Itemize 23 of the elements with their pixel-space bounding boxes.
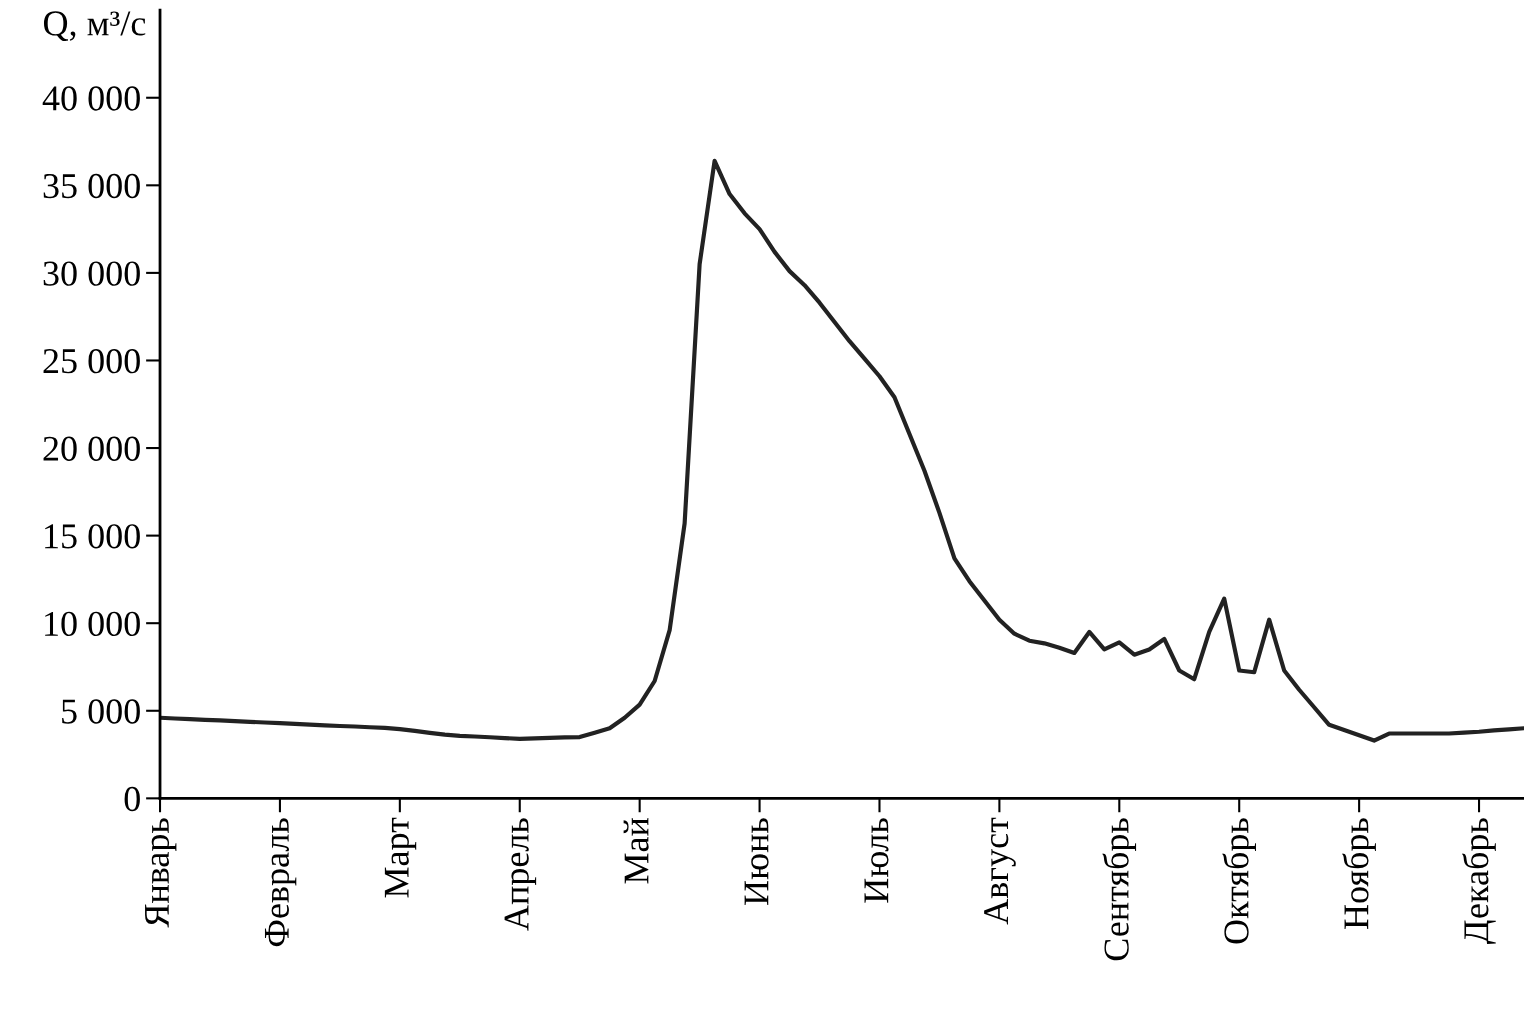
y-tick-label: 30 000 (43, 261, 140, 286)
y-tick-label: 10 000 (45, 611, 140, 637)
x-tick-label: Ноябрь (1342, 818, 1376, 930)
x-tick-label: Апрель (504, 818, 537, 931)
y-tick-label: 35 000 (43, 173, 140, 199)
x-tick-label: Июль (864, 818, 889, 903)
x-tick-label: Февраль (264, 818, 297, 947)
x-tick-label: Сентябрь (1102, 818, 1137, 961)
y-axis-title: Q, м³/с (43, 11, 146, 42)
y-tick-label: 15 000 (45, 524, 140, 549)
x-tick-label: Январь (145, 818, 177, 928)
x-tick-label: Октябрь (1222, 818, 1256, 944)
line-series (160, 158, 1524, 743)
x-tick-label: Июнь (744, 818, 769, 905)
y-tick-label: 5 000 (62, 699, 140, 724)
y-tick-label: 0 (124, 786, 140, 812)
x-tick-label: Май (623, 817, 649, 884)
y-tick-label: 25 000 (43, 348, 140, 374)
y-tick-label: 40 000 (42, 86, 140, 111)
y-tick-label: 20 000 (43, 436, 140, 461)
x-tick-label: Март (384, 817, 417, 898)
x-tick-label: Декабрь (1462, 818, 1496, 944)
x-tick-label: Август (984, 817, 1016, 925)
